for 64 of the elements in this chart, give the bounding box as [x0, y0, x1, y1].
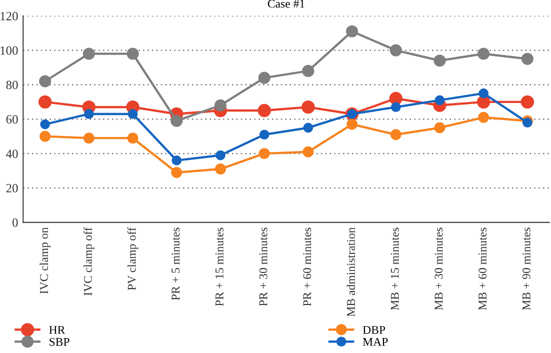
point	[521, 52, 534, 65]
point	[172, 156, 182, 166]
x-tick-label: IVC clamp off	[84, 227, 94, 296]
x-tick-label: PR + 60 minutes	[303, 228, 312, 306]
point	[478, 48, 490, 60]
point	[214, 99, 227, 112]
legend-label: MAP	[362, 338, 388, 346]
point	[346, 25, 358, 38]
point	[40, 119, 50, 130]
x-tick-label: MB + 30 minutes	[434, 228, 443, 310]
point	[434, 95, 445, 106]
x-tick-label: PR + 5 minutes	[172, 228, 180, 300]
point	[258, 148, 270, 160]
x-tick-label: MB + 60 minutes	[478, 228, 487, 310]
point	[258, 104, 271, 118]
point	[389, 92, 402, 106]
x-tick-label: PV clamp off	[127, 227, 138, 290]
legend-label: HR	[49, 326, 66, 334]
x-tick-label: MB + 15 minutes	[390, 228, 399, 310]
y-tick-label: 100	[0, 46, 18, 55]
point	[40, 130, 51, 142]
x-tick-label: MB administration	[346, 227, 355, 316]
chart-title: Case #1	[268, 0, 304, 8]
point	[128, 109, 138, 119]
point	[258, 72, 270, 84]
point	[39, 75, 52, 88]
point	[390, 44, 402, 56]
y-tick-label: 0	[12, 218, 18, 227]
point	[302, 100, 315, 114]
legend-label: SBP	[50, 338, 70, 346]
legend-label: DBP	[362, 326, 386, 334]
point	[84, 109, 94, 119]
y-tick-label: 80	[6, 80, 18, 90]
x-tick-label: PR + 15 minutes	[215, 228, 224, 306]
point	[522, 118, 532, 128]
y-tick-label: 120	[0, 12, 18, 20]
point	[126, 48, 139, 60]
point	[170, 114, 183, 127]
x-tick-label: PR + 30 minutes	[259, 228, 268, 306]
point	[303, 122, 314, 133]
point	[434, 122, 446, 134]
point	[259, 130, 270, 140]
point	[346, 118, 358, 130]
point	[390, 129, 402, 140]
x-tick-label: MB + 90 minutes	[522, 228, 530, 310]
point	[476, 95, 490, 109]
y-tick-label: 40	[6, 150, 18, 158]
point	[302, 64, 314, 77]
point	[434, 54, 446, 67]
x-tick-label: IVC clamp on	[40, 227, 50, 294]
point	[478, 88, 488, 98]
y-tick-label: 60	[6, 115, 18, 124]
point	[520, 95, 534, 109]
point	[390, 102, 401, 112]
point	[216, 150, 226, 160]
point	[127, 132, 138, 144]
point	[82, 48, 95, 60]
point	[171, 167, 182, 178]
point	[83, 132, 94, 144]
y-tick-label: 20	[6, 184, 18, 192]
point	[302, 146, 314, 158]
point	[214, 164, 226, 175]
point	[38, 95, 52, 109]
point	[478, 112, 490, 123]
